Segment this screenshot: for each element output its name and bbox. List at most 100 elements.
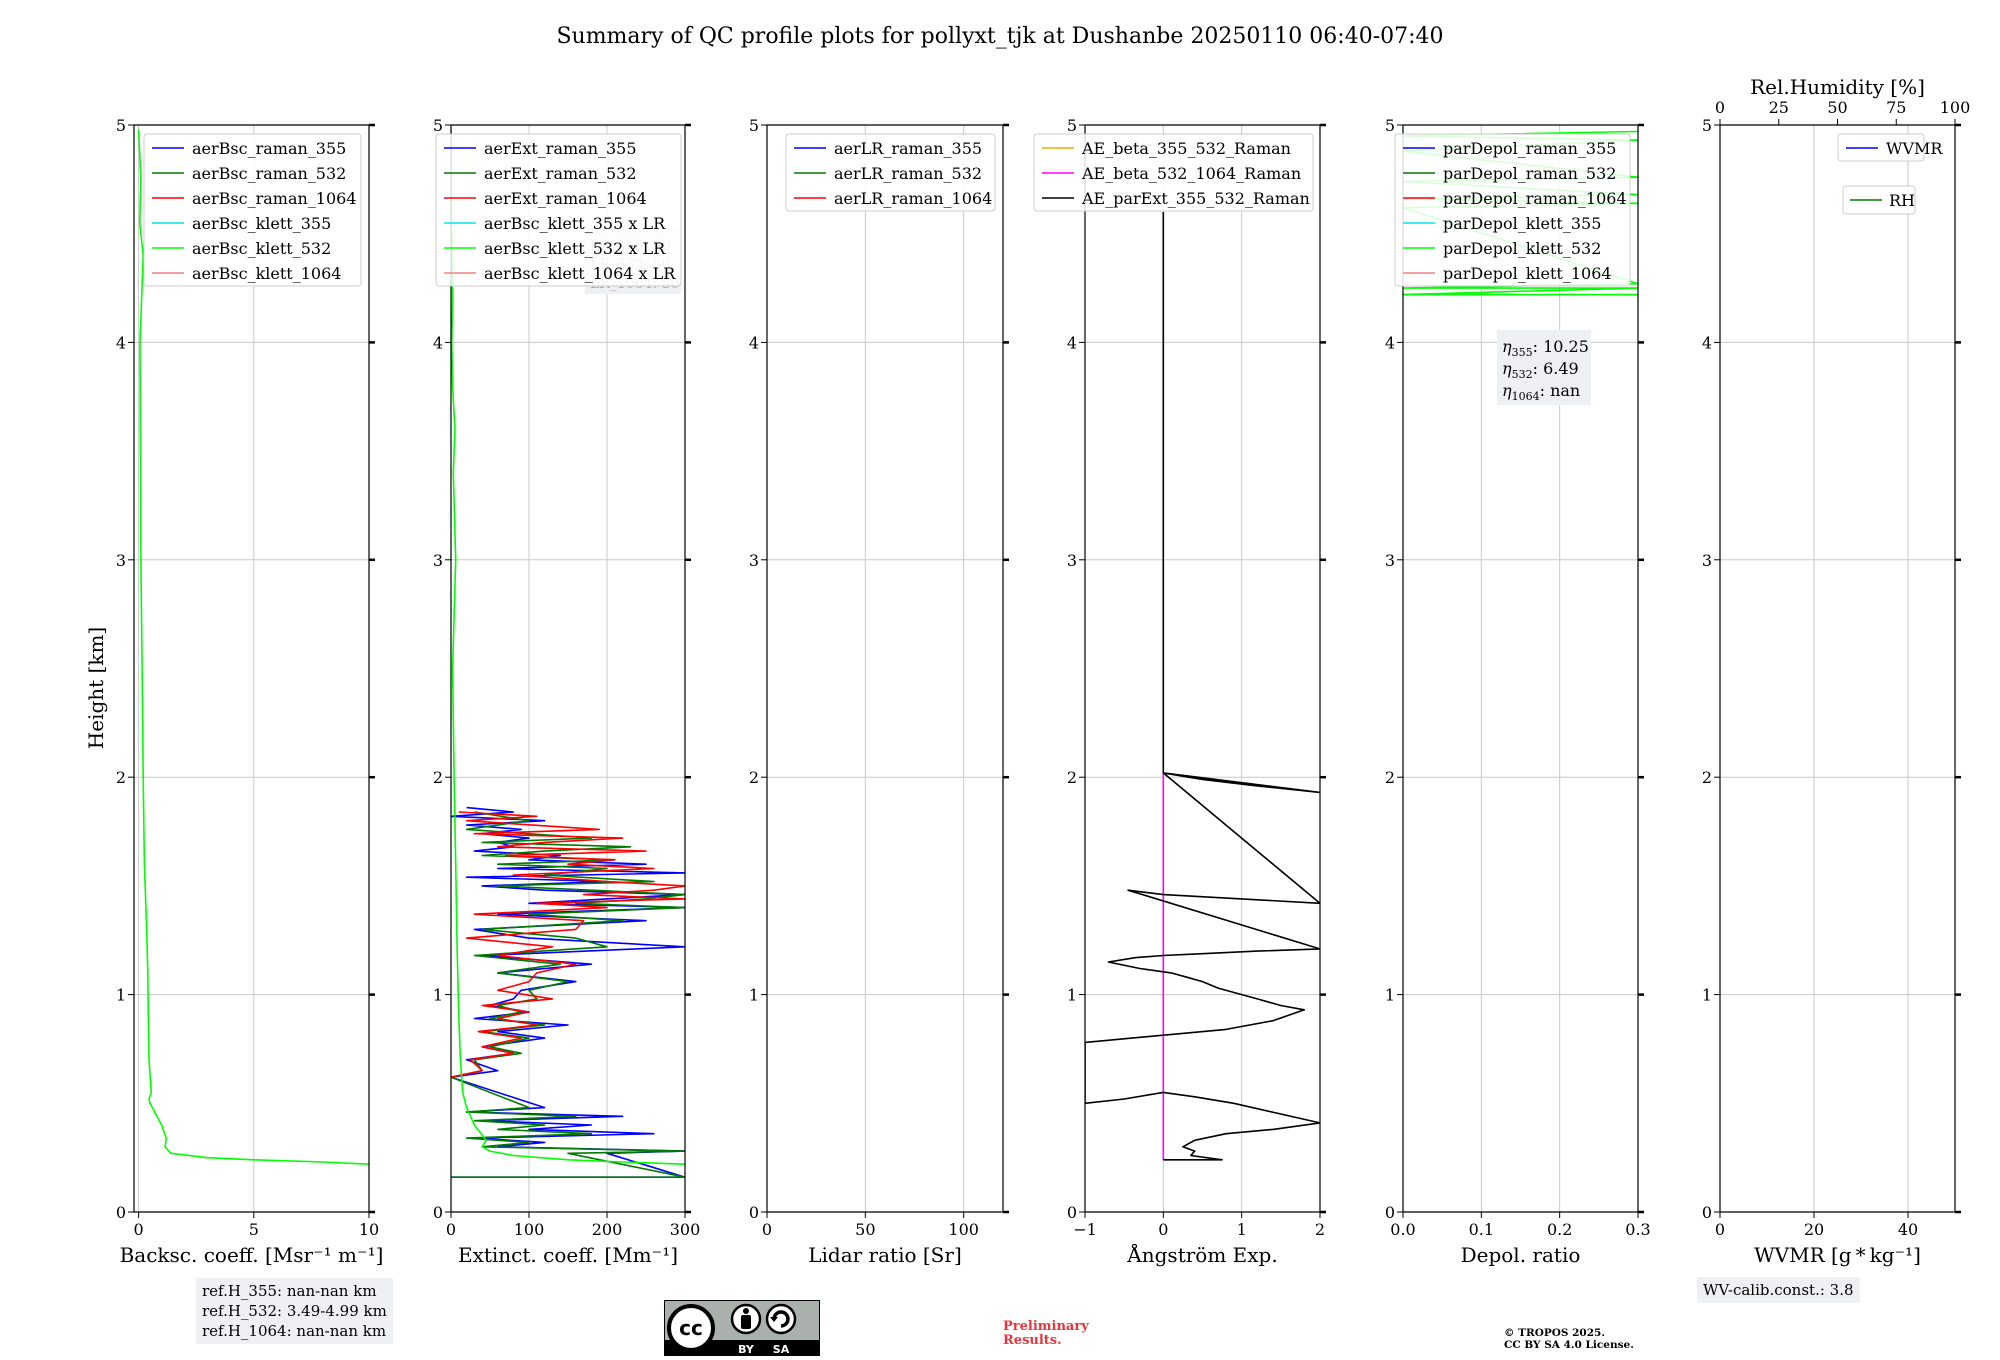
x-tick-label: 40 <box>1898 1220 1918 1239</box>
cc-logo-icon: cc <box>667 1304 715 1352</box>
x-tick-label: 0.2 <box>1547 1220 1572 1239</box>
series-group <box>137 129 369 1165</box>
x-tick-label: 0.1 <box>1469 1220 1494 1239</box>
legend-label: parDepol_raman_532 <box>1443 164 1616 183</box>
legend-label: aerBsc_klett_355 <box>192 214 331 233</box>
legend-label: aerBsc_klett_1064 x LR <box>484 264 676 283</box>
legend-label: aerLR_raman_355 <box>834 139 982 158</box>
legend-label: AE_beta_355_532_Raman <box>1081 139 1291 158</box>
reference-height-box: ref.H_355: nan-nan km ref.H_532: 3.49-4.… <box>196 1278 393 1344</box>
y-tick-label: 3 <box>1702 551 1712 570</box>
legend-label: aerLR_raman_1064 <box>834 189 992 208</box>
legend-backscatter: aerBsc_raman_355 aerBsc_raman_532 aerBsc_r… <box>143 133 362 287</box>
eta-line: η355: 10.25 <box>1502 337 1589 359</box>
legend-box <box>1394 133 1631 287</box>
x-tick-label: 0.0 <box>1390 1220 1415 1239</box>
cc-by-sa-badge: cc BY SA <box>664 1300 820 1356</box>
eta-line: η532: 6.49 <box>1502 359 1579 381</box>
y-tick-label: 1 <box>749 986 759 1005</box>
legend-box <box>1837 133 1925 162</box>
y-tick-label: 1 <box>1702 986 1712 1005</box>
eta-box-bg <box>1497 330 1591 405</box>
cc-logo-text: cc <box>679 1316 703 1340</box>
y-tick-label: 0 <box>116 1203 126 1222</box>
by-label: BY <box>738 1343 755 1356</box>
legend-box <box>143 133 362 287</box>
x-tick-label: 100 <box>514 1220 545 1239</box>
y-tick-label: 5 <box>1067 116 1077 135</box>
y-tick-label: 4 <box>1385 333 1395 352</box>
x-tick-label: 200 <box>592 1220 623 1239</box>
top-x-tick-label: 25 <box>1769 98 1789 117</box>
x-axis-label: Depol. ratio <box>1461 1243 1581 1267</box>
y-tick-label: 2 <box>1385 768 1395 787</box>
y-tick-label: 0 <box>1385 1203 1395 1222</box>
refh-532: ref.H_532: 3.49-4.99 km <box>202 1302 387 1320</box>
x-tick-label: 50 <box>855 1220 875 1239</box>
y-tick-label: 0 <box>749 1203 759 1222</box>
legend-label: parDepol_klett_532 <box>1443 239 1601 258</box>
x-tick-label: 5 <box>249 1220 259 1239</box>
legend-label: AE_parExt_355_532_Raman <box>1081 189 1310 208</box>
legend-label: RH <box>1889 191 1915 210</box>
panel-wvmr: 0 20 40 0 1 2 3 4 5 WVMR [g * kg⁻¹] 0 25 50 75 100 Rel.… <box>1702 75 1970 1267</box>
x-axis-label: Extinct. coeff. [Mm⁻¹] <box>458 1243 678 1267</box>
legend-label: aerExt_raman_355 <box>484 139 637 158</box>
wv-calib-box: WV-calib.const.: 3.8 <box>1697 1277 1860 1303</box>
panel-backscatter: 0 5 10 0 1 2 3 4 5 Backsc. coeff. [Msr⁻¹ m⁻¹] aerB… <box>116 116 384 1267</box>
y-tick-label: 4 <box>1067 333 1077 352</box>
y-tick-label: 5 <box>749 116 759 135</box>
legend-depol: parDepol_raman_355 parDepol_raman_532 parD… <box>1394 133 1631 287</box>
series-aerExt_raman_1064 <box>451 811 685 1078</box>
y-tick-label: 5 <box>433 116 443 135</box>
top-x-tick-label: 100 <box>1940 98 1971 117</box>
prelim-line-2: Results. <box>1003 1333 1062 1348</box>
series-AE_parExt_355_532_Raman <box>1085 212 1320 1161</box>
x-tick-label: 300 <box>670 1220 701 1239</box>
preliminary-results-note: Preliminary Results. <box>1003 1320 1089 1348</box>
x-tick-label: 0 <box>446 1220 456 1239</box>
x-tick-label: 0 <box>1158 1220 1168 1239</box>
x-tick-label: 1 <box>1237 1220 1247 1239</box>
series-group <box>1085 212 1320 1161</box>
legend-box <box>1033 133 1314 212</box>
legend-wvmr: WVMR <box>1837 133 1943 162</box>
y-tick-label: 2 <box>1067 768 1077 787</box>
legend-label: aerBsc_klett_532 <box>192 239 331 258</box>
by-person-icon <box>730 1303 762 1335</box>
x-axis-label: Lidar ratio [Sr] <box>808 1243 962 1267</box>
legend-label: aerBsc_raman_355 <box>192 139 346 158</box>
prelim-line-1: Preliminary <box>1003 1319 1089 1334</box>
x-axis-label: WVMR [g * kg⁻¹] <box>1754 1243 1921 1267</box>
y-tick-label: 5 <box>1702 116 1712 135</box>
y-tick-label: 0 <box>1702 1203 1712 1222</box>
x-axis-label: Ångström Exp. <box>1126 1242 1277 1267</box>
x-axis-label: Backsc. coeff. [Msr⁻¹ m⁻¹] <box>120 1243 384 1267</box>
refh-355: ref.H_355: nan-nan km <box>202 1282 377 1300</box>
legend-label: aerBsc_klett_355 x LR <box>484 214 666 233</box>
top-x-tick-label: 0 <box>1715 98 1725 117</box>
legend-label: aerExt_raman_1064 <box>484 189 647 208</box>
y-tick-label: 2 <box>749 768 759 787</box>
legend-box <box>435 133 682 287</box>
sa-share-alike-icon <box>765 1303 797 1335</box>
legend-lidar_ratio: aerLR_raman_355 aerLR_raman_532 aerLR_rama… <box>785 133 996 212</box>
legend-box <box>785 133 996 212</box>
panel-depol: 0.0 0.1 0.2 0.3 0 1 2 3 4 5 Depol. ratio parDepol_r… <box>1385 116 1651 1267</box>
y-tick-label: 3 <box>749 551 759 570</box>
legend-label: aerBsc_klett_1064 <box>192 264 341 283</box>
legend-label: aerLR_raman_532 <box>834 164 982 183</box>
series-aerBsc_klett_532 x LR <box>451 129 685 1165</box>
y-tick-label: 3 <box>433 551 443 570</box>
legend-label: parDepol_klett_1064 <box>1443 264 1612 283</box>
series-aerBsc_klett_532 <box>137 129 369 1165</box>
top-x-tick-label: 75 <box>1886 98 1906 117</box>
legend-label: aerBsc_raman_532 <box>192 164 346 183</box>
x-tick-label: 0.3 <box>1625 1220 1650 1239</box>
top-x-tick-label: 50 <box>1827 98 1847 117</box>
y-tick-label: 4 <box>433 333 443 352</box>
